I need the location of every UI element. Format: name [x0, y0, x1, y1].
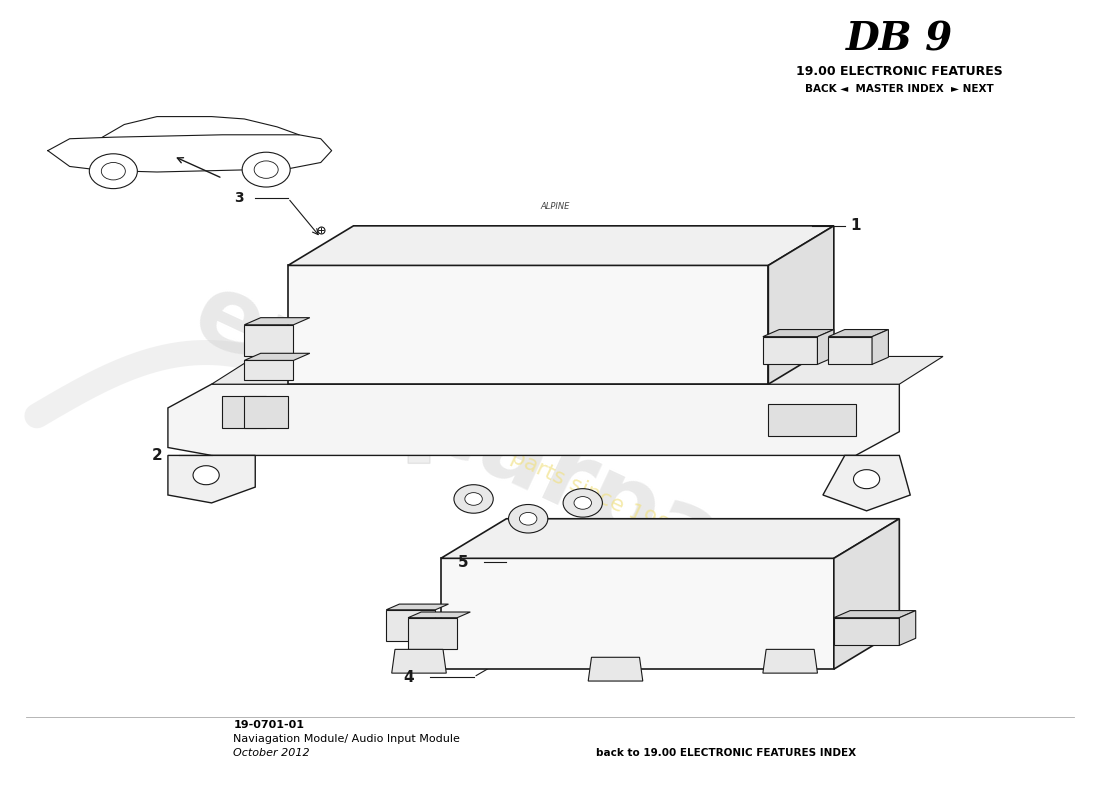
Polygon shape — [47, 134, 332, 172]
Text: 4: 4 — [403, 670, 414, 685]
Circle shape — [563, 489, 603, 517]
Polygon shape — [588, 658, 642, 681]
Text: Naviagation Module/ Audio Input Module: Naviagation Module/ Audio Input Module — [233, 734, 460, 744]
Polygon shape — [834, 518, 900, 669]
Polygon shape — [392, 650, 447, 673]
Polygon shape — [408, 618, 458, 650]
Polygon shape — [823, 455, 910, 511]
Polygon shape — [222, 396, 266, 428]
Text: 3: 3 — [234, 191, 244, 205]
Polygon shape — [244, 361, 294, 380]
Polygon shape — [834, 618, 900, 646]
Polygon shape — [441, 518, 900, 558]
Text: 19-0701-01: 19-0701-01 — [233, 719, 305, 730]
Circle shape — [101, 162, 125, 180]
Polygon shape — [768, 404, 856, 436]
Text: ALPINE: ALPINE — [541, 202, 570, 210]
Circle shape — [465, 493, 482, 506]
Circle shape — [242, 152, 290, 187]
Text: eurocarparts: eurocarparts — [177, 266, 879, 662]
Text: 2: 2 — [152, 448, 163, 463]
Polygon shape — [244, 318, 310, 325]
Polygon shape — [441, 558, 834, 669]
Polygon shape — [408, 376, 430, 463]
Circle shape — [254, 161, 278, 178]
Polygon shape — [211, 357, 943, 384]
Polygon shape — [817, 330, 834, 364]
Circle shape — [89, 154, 138, 189]
Polygon shape — [168, 455, 255, 503]
Text: 5: 5 — [458, 554, 469, 570]
Text: a passion for parts since 1985: a passion for parts since 1985 — [372, 383, 685, 543]
Polygon shape — [244, 325, 294, 357]
Circle shape — [192, 466, 219, 485]
Polygon shape — [168, 384, 900, 455]
Polygon shape — [768, 226, 834, 384]
Polygon shape — [386, 604, 449, 610]
Polygon shape — [828, 330, 889, 337]
Polygon shape — [834, 610, 915, 618]
Circle shape — [854, 470, 880, 489]
Circle shape — [519, 513, 537, 525]
Text: 1: 1 — [850, 218, 860, 234]
Polygon shape — [872, 330, 889, 364]
Text: BACK ◄  MASTER INDEX  ► NEXT: BACK ◄ MASTER INDEX ► NEXT — [805, 84, 993, 94]
Polygon shape — [900, 610, 915, 646]
Text: October 2012: October 2012 — [233, 748, 310, 758]
Polygon shape — [763, 337, 817, 364]
Circle shape — [454, 485, 493, 514]
Polygon shape — [763, 330, 834, 337]
Polygon shape — [244, 396, 288, 428]
Polygon shape — [828, 337, 872, 364]
Polygon shape — [408, 612, 471, 618]
Polygon shape — [288, 226, 834, 266]
Circle shape — [508, 505, 548, 533]
Polygon shape — [386, 610, 436, 642]
Polygon shape — [288, 266, 768, 384]
Circle shape — [574, 497, 592, 510]
Polygon shape — [244, 354, 310, 361]
Text: back to 19.00 ELECTRONIC FEATURES INDEX: back to 19.00 ELECTRONIC FEATURES INDEX — [595, 748, 856, 758]
Polygon shape — [763, 650, 817, 673]
Text: DB 9: DB 9 — [846, 21, 953, 58]
Text: 19.00 ELECTRONIC FEATURES: 19.00 ELECTRONIC FEATURES — [796, 65, 1003, 78]
